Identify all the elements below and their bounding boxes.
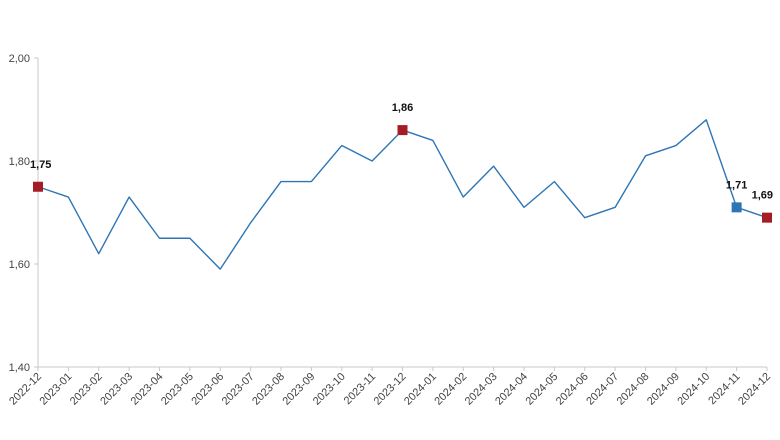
x-tick-label: 2024-02 — [432, 371, 469, 408]
y-tick-label: 2,00 — [9, 53, 30, 65]
y-tick-label: 1,80 — [9, 156, 30, 168]
series-line — [37, 119, 768, 270]
highlight-marker — [397, 125, 408, 136]
x-tick-label: 2023-04 — [129, 371, 166, 408]
x-tick-label: 2024-06 — [554, 371, 591, 408]
series-layer — [37, 119, 768, 270]
x-tick-label: 2023-12 — [372, 371, 409, 408]
y-axis: 1,40 1,60 1,80 2,00 — [9, 53, 39, 374]
x-tick-label: 2024-04 — [493, 371, 530, 408]
x-tick-label: 2023-10 — [311, 371, 348, 408]
x-tick-label: 2024-03 — [463, 371, 500, 408]
highlight-marker — [731, 202, 742, 213]
x-tick-label: 2024-05 — [523, 371, 560, 408]
x-tick-label: 2023-06 — [189, 371, 226, 408]
x-tick-label: 2024-07 — [584, 371, 621, 408]
x-tick-label: 2024-09 — [645, 371, 682, 408]
x-tick-label: 2023-02 — [68, 371, 105, 408]
x-axis: 2022-122023-012023-022023-032023-042023-… — [7, 366, 773, 408]
x-tick-label: 2023-07 — [220, 371, 257, 408]
x-tick-label: 2024-10 — [675, 371, 712, 408]
x-tick-label: 2023-01 — [37, 371, 74, 408]
y-tick-label: 1,60 — [9, 259, 30, 271]
highlight-marker — [33, 181, 43, 192]
data-label: 1,75 — [30, 159, 51, 171]
data-label: 1,71 — [726, 179, 747, 191]
x-tick-label: 2022-12 — [7, 371, 44, 408]
x-tick-label: 2024-08 — [615, 371, 652, 408]
x-tick-label: 2023-09 — [280, 371, 317, 408]
data-label: 1,69 — [752, 190, 773, 202]
x-tick-label: 2023-08 — [250, 371, 287, 408]
data-labels: 1,75 1,86 1,71 1,69 — [30, 102, 773, 202]
x-tick-label: 2023-03 — [98, 371, 135, 408]
x-tick-label: 2023-05 — [159, 371, 196, 408]
data-label: 1,86 — [392, 102, 413, 114]
highlight-marker — [762, 212, 772, 223]
x-tick-label: 2024-01 — [402, 371, 439, 408]
x-tick-label: 2024-12 — [736, 371, 773, 408]
y-tick-label: 1,40 — [9, 362, 30, 374]
highlight-markers — [33, 125, 772, 223]
